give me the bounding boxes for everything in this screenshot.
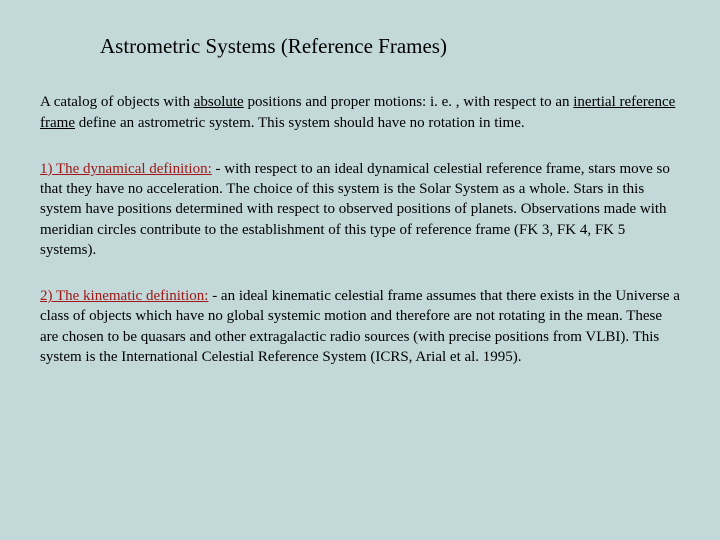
slide-title: Astrometric Systems (Reference Frames) — [100, 32, 680, 60]
intro-text-2: positions and proper motions: i. e. , wi… — [244, 94, 574, 110]
definition-1-paragraph: 1) The dynamical definition: - with resp… — [40, 159, 680, 260]
definition-1-label: 1) The dynamical definition: — [40, 161, 212, 177]
intro-text-3: define an astrometric system. This syste… — [75, 115, 525, 131]
definition-2-label: 2) The kinematic definition: — [40, 288, 208, 304]
intro-paragraph: A catalog of objects with absolute posit… — [40, 92, 680, 133]
intro-text-1: A catalog of objects with — [40, 94, 194, 110]
definition-2-paragraph: 2) The kinematic definition: - an ideal … — [40, 286, 680, 367]
intro-underline-absolute: absolute — [194, 94, 244, 110]
